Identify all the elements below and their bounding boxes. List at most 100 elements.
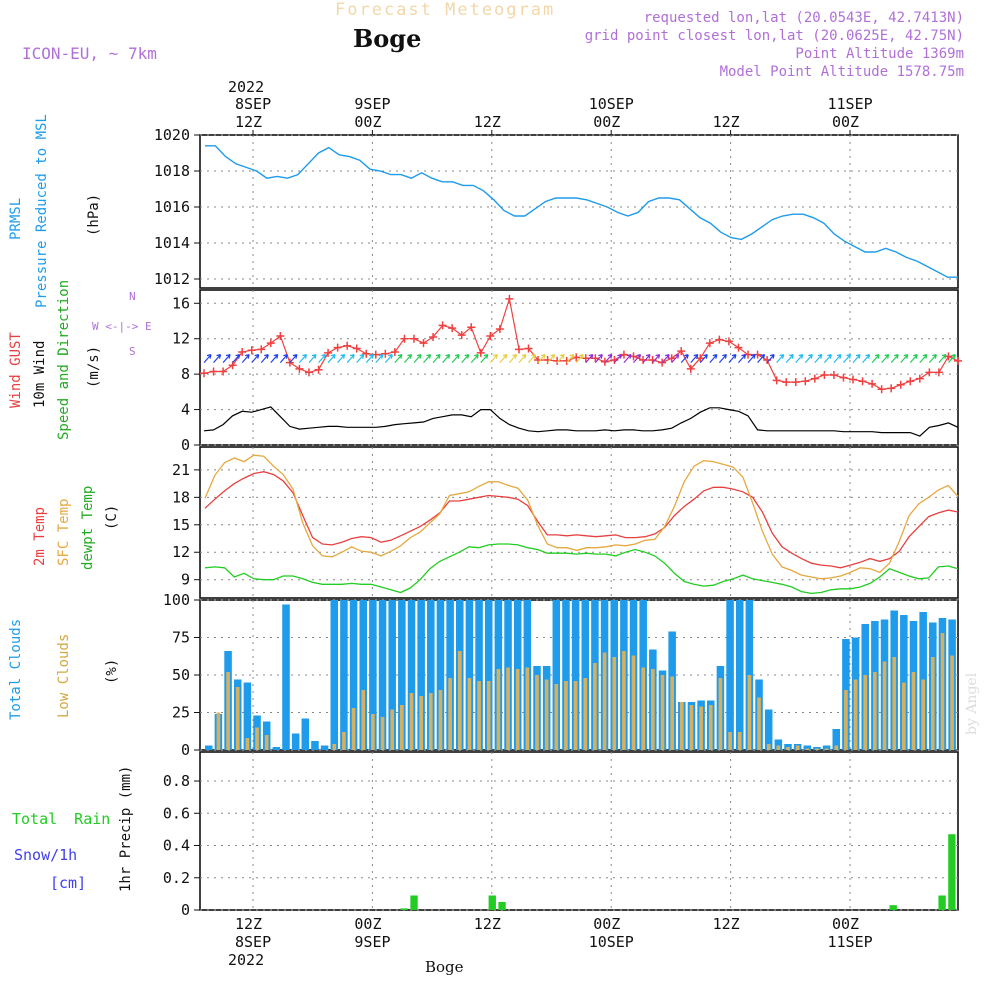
gust-marker	[954, 356, 962, 365]
gust-marker	[276, 332, 285, 341]
low-cloud-bar	[573, 681, 578, 750]
temperature-ytick-label: 18	[172, 488, 190, 506]
wind-arrow-icon	[251, 354, 260, 364]
top-hour-label: 00Z	[354, 113, 381, 131]
low-cloud-bar	[506, 667, 510, 750]
total-cloud-bar	[417, 600, 425, 750]
pressure-ytick-label: 1012	[154, 270, 190, 288]
wind-arrow-icon	[423, 354, 432, 364]
wind-arrow-icon	[690, 354, 699, 364]
low-cloud-bar	[824, 748, 829, 750]
total-cloud-bar	[581, 600, 590, 750]
total-cloud-bar	[205, 745, 213, 750]
gust-marker	[295, 364, 304, 373]
pressure-ytick-label: 1014	[154, 234, 190, 252]
wind-arrow-icon	[222, 354, 231, 364]
low-cloud-bar	[245, 738, 250, 750]
wind-arrow-icon	[289, 354, 298, 364]
wind-arrow-icon	[308, 354, 317, 364]
gust-marker	[247, 346, 256, 355]
total-cloud-bar	[272, 747, 281, 750]
clouds-ytick-label: 25	[172, 704, 190, 722]
gust-marker	[849, 375, 858, 384]
location-name: Boge	[353, 24, 422, 53]
wind-arrow-icon	[757, 354, 766, 364]
total-cloud-bar	[291, 733, 300, 750]
low-cloud-bar	[216, 712, 221, 750]
wind-arrow-icon	[623, 354, 632, 364]
wind-ytick-label: 12	[172, 330, 190, 348]
gust-marker	[772, 376, 781, 385]
wind-ytick-label: 4	[181, 401, 190, 419]
wind-arrow-icon	[337, 354, 346, 364]
bottom-hour-label: 00Z	[832, 915, 859, 933]
total-cloud-bar	[340, 600, 348, 750]
bottom-hour-label: 12Z	[474, 915, 501, 933]
gust-marker	[705, 339, 714, 348]
rain-bar	[498, 901, 506, 910]
low-cloud-bar	[737, 732, 742, 750]
bottom-day-label: 9SEP	[354, 933, 390, 951]
gust-marker	[238, 348, 247, 356]
low-cloud-bar	[419, 696, 423, 750]
gust-marker	[467, 323, 476, 332]
low-cloud-bar	[747, 675, 752, 750]
wind-arrow-icon	[671, 354, 680, 364]
low-cloud-bar	[380, 717, 385, 750]
model-name: ICON-EU, ~ 7km	[22, 44, 157, 63]
rain-bar	[488, 895, 496, 910]
wind-arrow-icon	[661, 354, 670, 364]
low-cloud-bar	[651, 669, 655, 750]
total-cloud-bar	[301, 718, 310, 750]
gust-marker	[677, 347, 686, 356]
gust-marker	[887, 384, 896, 393]
wind-arrow-icon	[508, 354, 518, 364]
gust-marker	[553, 356, 562, 365]
gridpoint-coords: grid point closest lon,lat (20.0625E, 42…	[584, 28, 964, 44]
temperature-ytick-label: 15	[172, 516, 190, 534]
gust-marker	[591, 354, 600, 363]
top-hour-label: 12Z	[235, 113, 262, 131]
wind-series-line	[203, 406, 959, 437]
clouds-ytick-label: 50	[172, 666, 190, 684]
gust-marker	[934, 368, 943, 377]
low-cloud-bar	[728, 732, 732, 750]
low-cloud-bar	[235, 687, 240, 750]
gust-marker	[514, 345, 523, 354]
wind-arrow-icon	[709, 354, 718, 364]
total-cloud-bar	[475, 600, 483, 750]
low-cloud-bar	[631, 655, 636, 750]
gust-marker	[658, 358, 667, 367]
total-cloud-bar	[398, 600, 406, 750]
gust-marker	[782, 378, 791, 387]
wind-arrow-icon	[480, 354, 489, 364]
gust-marker	[419, 339, 428, 348]
top-hour-label: 12Z	[713, 113, 740, 131]
total-cloud-bar	[832, 729, 841, 750]
bottom-hour-label: 00Z	[593, 915, 620, 933]
total-cloud-bar	[311, 741, 319, 750]
wind-arrow-icon	[432, 354, 441, 364]
gust-marker	[906, 377, 915, 386]
gust-marker	[285, 358, 294, 367]
gust-marker	[429, 332, 438, 341]
wind-arrow-icon	[270, 354, 279, 364]
gust-marker	[810, 374, 819, 383]
total-cloud-bar	[243, 682, 252, 750]
wind-arrow-icon	[795, 354, 804, 364]
gust-marker	[362, 349, 371, 358]
dewpt-series-line	[204, 543, 959, 595]
low-cloud-bar	[834, 745, 839, 750]
low-cloud-bar	[660, 675, 665, 750]
wind-arrow-icon	[241, 354, 250, 364]
snow-unit: [cm]	[50, 874, 87, 892]
total-cloud-bar	[349, 600, 358, 750]
gust-marker	[495, 324, 504, 333]
wind-arrow-icon	[766, 354, 775, 364]
low-cloud-bar	[708, 705, 713, 750]
gust-marker	[304, 368, 313, 377]
gust-marker	[219, 367, 228, 376]
total-cloud-bar	[803, 745, 812, 750]
wind-arrow-icon	[613, 354, 622, 364]
wind-arrow-icon	[747, 354, 756, 364]
